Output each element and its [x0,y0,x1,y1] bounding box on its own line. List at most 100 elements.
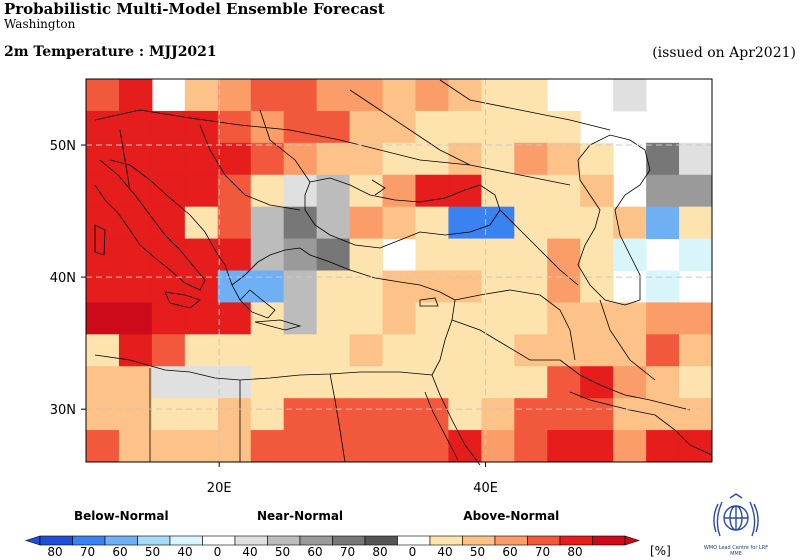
grid-cell [679,238,713,271]
grid-cell [514,302,548,335]
grid-cell [580,302,614,335]
grid-cell [217,142,252,176]
grid-cell [217,430,252,463]
grid-cell [481,174,515,208]
grid-cell [481,79,515,112]
grid-cell [151,430,186,463]
grid-cell [514,398,548,431]
issued-date: (issued on Apr2021) [652,45,796,61]
grid-cell [283,334,318,367]
lon-label: 20E [207,481,232,496]
grid-cell [250,366,285,399]
grid-cell [184,79,219,112]
grid-cell [448,110,482,144]
colorbar-tick-label: 60 [307,545,323,559]
grid-cell [283,302,318,335]
grid-cell [547,334,581,367]
grid-cell [415,430,449,463]
lat-label: 50N [50,139,76,154]
grid-cell [250,206,285,240]
grid-cell [316,238,351,271]
colorbar-swatch [364,535,398,546]
grid-cell [349,79,384,112]
grid-cell [646,302,680,335]
colorbar-swatch [169,535,203,546]
grid-cell [382,110,416,144]
colorbar-swatch [299,535,333,546]
colorbar-swatch [559,535,593,546]
grid-cell [481,398,515,431]
colorbar-tick-label: 0 [408,545,417,559]
grid-cell [217,174,252,208]
grid-cell [316,366,351,399]
grid-cell [86,110,120,144]
grid-cell [382,302,416,335]
grid-cell [349,302,384,335]
grid-cell [415,79,449,112]
grid-cell [448,270,482,303]
grid-cell [481,334,515,367]
grid-cell [250,302,285,335]
grid-cell [679,142,713,176]
colorbar-tick-label: 60 [112,545,128,559]
grid-cell [250,79,285,112]
grid-cell [316,302,351,335]
grid-cell [514,334,548,367]
grid-cell [514,142,548,176]
colorbar-tick-label: 80 [567,545,583,559]
grid-cell [415,142,449,176]
grid-cell [514,79,548,112]
grid-cell [349,334,384,367]
grid-cell [316,430,351,463]
grid-cell [448,79,482,112]
grid-cell [613,430,647,463]
grid-cell [151,302,186,335]
grid-cell [514,366,548,399]
grid-cell [646,334,680,367]
colorbar-swatch [72,535,106,546]
grid-cell [118,302,153,335]
colorbar-tick-label: 40 [437,545,453,559]
colorbar-swatch [202,535,236,546]
grid-cell [283,366,318,399]
colorbar-swatch [462,535,496,546]
colorbar-swatch [332,535,366,546]
grid-cell [514,174,548,208]
grid-cell [580,366,614,399]
grid-cell [547,206,581,240]
colorbar-swatch [137,535,171,546]
colorbar-tick-label: 80 [372,545,388,559]
grid-cell [118,238,153,271]
graticule [86,79,712,462]
grid-cell [448,302,482,335]
grid-cell [646,430,680,463]
grid-cell [613,334,647,367]
colorbar-tick-label: 50 [274,545,291,559]
grid-cell [481,142,515,176]
colorbar-tick-label: 40 [242,545,258,559]
grid-cell [86,398,120,431]
grid-cell [316,142,351,176]
grid-cell [415,110,449,144]
grid-cell [118,142,153,176]
grid-cell [118,430,153,463]
lat-label: 30N [50,403,76,418]
colorbar-tick-label: 0 [213,545,222,559]
colorbar-tick-label: 70 [339,545,356,559]
grid-cell [679,366,713,399]
grid-cell [448,174,482,208]
grid-cell [118,174,153,208]
grid-cell [349,206,384,240]
grid-cell [514,206,548,240]
grid-cell [382,79,416,112]
grid-cell [580,334,614,367]
grid-cell [217,270,252,303]
grid-cell [118,366,153,399]
grid-cell [547,270,581,303]
lon-label: 40E [473,481,498,496]
grid-cell [646,142,680,176]
grid-cell [679,430,713,463]
grid-cell [151,366,186,399]
grid-cell [217,398,252,431]
